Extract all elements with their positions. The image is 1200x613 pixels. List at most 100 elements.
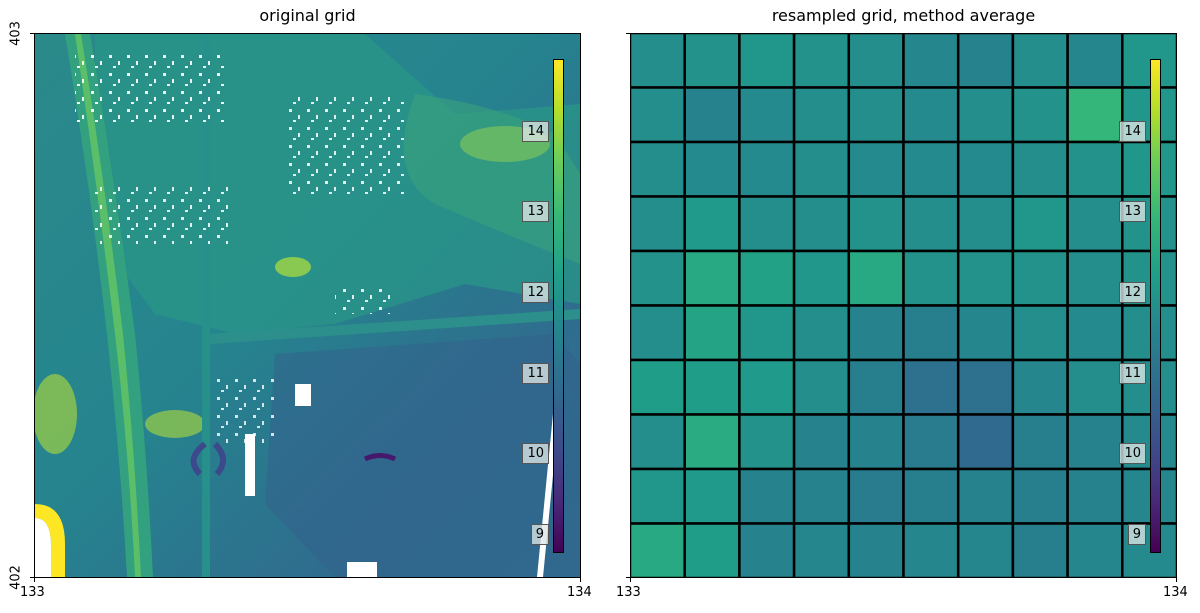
- grid-cell-r6-c5: [902, 358, 960, 416]
- grid-cell-r6-c2: [738, 358, 796, 416]
- grid-cell-r0-c4: [847, 33, 905, 89]
- grid-cell-r5-c4: [847, 304, 905, 362]
- grid-cell-r6-c8: [1066, 358, 1124, 416]
- grid-cell-r3-c1: [683, 195, 741, 253]
- x-tick-label-right-right-panel: 134: [1163, 585, 1188, 600]
- x-tick-label-left: 133: [20, 585, 45, 600]
- grid-cell-r8-c6: [956, 467, 1015, 525]
- grid-cell-r5-c1: [683, 304, 741, 362]
- colorbar-tick-label: 11: [1119, 362, 1146, 384]
- grid-cell-r1-c5: [902, 86, 960, 144]
- grid-cell-r9-c8: [1066, 522, 1124, 578]
- colorbar-tick-label: 14: [1119, 120, 1146, 142]
- grid-cell-r2-c6: [956, 140, 1015, 198]
- colorbar-tick-label: 13: [1119, 201, 1146, 223]
- grid-cell-r7-c8: [1066, 413, 1124, 471]
- grid-cell-r8-c9: [1121, 467, 1177, 525]
- x-tick-label-left-right-panel: 133: [616, 585, 641, 600]
- resampled-grid-axes: [630, 33, 1177, 578]
- grid-cell-r2-c5: [902, 140, 960, 198]
- grid-cell-r5-c0: [630, 304, 686, 362]
- grid-cell-r6-c6: [956, 358, 1015, 416]
- grid-cell-r6-c7: [1011, 358, 1069, 416]
- colorbar-tick-label: 14: [522, 120, 549, 142]
- grid-cell-r0-c1: [683, 33, 741, 89]
- y-tick-mark-bottom-right-panel: [626, 577, 630, 578]
- grid-cell-r2-c8: [1066, 140, 1124, 198]
- grid-cell-r2-c2: [738, 140, 796, 198]
- grid-cell-r4-c5: [902, 249, 960, 307]
- grid-cell-r8-c0: [630, 467, 686, 525]
- grid-cell-r2-c3: [792, 140, 851, 198]
- grid-cell-r4-c3: [792, 249, 851, 307]
- colorbar-tick-label: 10: [1119, 443, 1146, 465]
- grid-cell-r6-c3: [792, 358, 851, 416]
- x-tick-mark-right: [580, 578, 581, 582]
- colorbar-left: [553, 59, 564, 553]
- x-tick-mark-right-right-panel: [1176, 578, 1177, 582]
- colorbar-tick-label: 12: [1119, 281, 1146, 303]
- grid-cell-r2-c1: [683, 140, 741, 198]
- grid-cell-r4-c8: [1066, 249, 1124, 307]
- grid-cell-r9-c4: [847, 522, 905, 578]
- grid-cell-r7-c5: [902, 413, 960, 471]
- grid-cell-r7-c3: [792, 413, 851, 471]
- grid-cell-r5-c2: [738, 304, 796, 362]
- grid-cell-r7-c0: [630, 413, 686, 471]
- grid-cell-r8-c8: [1066, 467, 1124, 525]
- grid-cell-r3-c4: [847, 195, 905, 253]
- grid-cell-r5-c6: [956, 304, 1015, 362]
- grid-cell-r1-c7: [1011, 86, 1069, 144]
- grid-cell-r2-c4: [847, 140, 905, 198]
- grid-cell-r6-c1: [683, 358, 741, 416]
- grid-cell-r5-c8: [1066, 304, 1124, 362]
- grid-cell-r3-c0: [630, 195, 686, 253]
- grid-cell-r8-c7: [1011, 467, 1069, 525]
- colorbar-tick-label: 10: [522, 443, 549, 465]
- colorbar-tick-label: 12: [522, 281, 549, 303]
- grid-cell-r2-c0: [630, 140, 686, 198]
- y-tick-mark-top-right-panel: [626, 33, 630, 34]
- grid-cell-r7-c6: [956, 413, 1015, 471]
- panel-title-original: original grid: [259, 6, 356, 25]
- colorbar-tick-label: 11: [522, 362, 549, 384]
- y-tick-mark-bottom: [30, 577, 34, 578]
- grid-cell-r6-c4: [847, 358, 905, 416]
- grid-cell-r9-c1: [683, 522, 741, 578]
- grid-cell-r5-c3: [792, 304, 851, 362]
- grid-cell-r0-c0: [630, 33, 686, 89]
- grid-cell-r3-c7: [1011, 195, 1069, 253]
- grid-cell-r4-c7: [1011, 249, 1069, 307]
- grid-cell-r8-c3: [792, 467, 851, 525]
- grid-cell-r3-c2: [738, 195, 796, 253]
- panel-title-resampled: resampled grid, method average: [771, 6, 1036, 25]
- colorbar-right: [1150, 59, 1161, 553]
- grid-cell-r1-c0: [630, 86, 686, 144]
- grid-cell-r4-c4: [847, 249, 905, 307]
- grid-cell-r0-c6: [956, 33, 1015, 89]
- grid-cell-r1-c6: [956, 86, 1015, 144]
- grid-cell-r3-c5: [902, 195, 960, 253]
- grid-cell-r0-c5: [902, 33, 960, 89]
- grid-cell-r8-c2: [738, 467, 796, 525]
- grid-cell-r8-c4: [847, 467, 905, 525]
- y-tick-label-top: 403: [8, 21, 24, 46]
- grid-cell-r0-c8: [1066, 33, 1124, 89]
- y-tick-mark-top: [30, 33, 34, 34]
- grid-cell-r4-c0: [630, 249, 686, 307]
- grid-cell-r3-c8: [1066, 195, 1124, 253]
- grid-cell-r1-c2: [738, 86, 796, 144]
- x-tick-mark-left-right-panel: [630, 578, 631, 582]
- grid-cell-r9-c3: [792, 522, 851, 578]
- grid-cell-r5-c5: [902, 304, 960, 362]
- grid-cell-r4-c1: [683, 249, 741, 307]
- grid-cell-r9-c0: [630, 522, 686, 578]
- grid-cell-r9-c5: [902, 522, 960, 578]
- grid-cell-r9-c7: [1011, 522, 1069, 578]
- grid-cell-r1-c4: [847, 86, 905, 144]
- grid-cell-r9-c6: [956, 522, 1015, 578]
- grid-cell-r2-c7: [1011, 140, 1069, 198]
- grid-cell-r1-c8: [1066, 86, 1124, 144]
- x-tick-label-right: 134: [567, 585, 592, 600]
- grid-cell-r4-c6: [956, 249, 1015, 307]
